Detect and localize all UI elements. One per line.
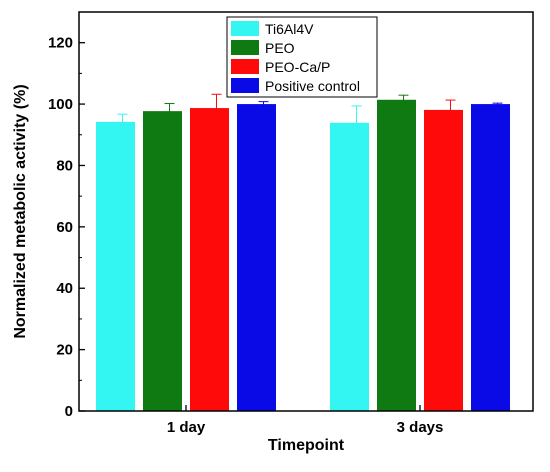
plot-area-frame <box>78 11 534 412</box>
x-axis-ticks: 1 day 3 days <box>167 405 444 436</box>
legend: Ti6Al4V PEO PEO-Ca/P Positive control <box>226 16 378 98</box>
legend-swatch-peo-ca-p <box>231 59 259 74</box>
y-axis-title: Normalized metabolic activity (%) <box>12 84 29 338</box>
bar-peo-ca-p-1-day <box>190 108 229 411</box>
legend-label-positive-control: Positive control <box>265 78 360 94</box>
y-tick-label: 60 <box>56 219 73 236</box>
legend-swatch-positive-control <box>231 78 259 93</box>
y-tick-label: 120 <box>48 35 73 52</box>
y-tick-label: 20 <box>56 342 73 359</box>
y-tick-label: 0 <box>65 403 73 420</box>
x-tick-label-1-day: 1 day <box>167 419 206 436</box>
y-tick-label: 100 <box>48 96 73 113</box>
legend-label-peo: PEO <box>265 40 295 56</box>
bar-peo-3-days <box>377 99 416 411</box>
bar-positive-control-3-days <box>471 104 510 412</box>
error-bars-layer <box>117 93 503 141</box>
x-axis-title: Timepoint <box>268 437 345 454</box>
x-tick-label-3-days: 3 days <box>397 419 444 436</box>
legend-swatch-peo <box>231 40 259 55</box>
y-tick-label: 40 <box>56 280 73 297</box>
bar-peo-ca-p-3-days <box>424 109 463 412</box>
legend-label-ti6al4v: Ti6Al4V <box>265 21 314 37</box>
bar-positive-control-1-day <box>237 104 276 412</box>
y-axis-ticks: 0 20 40 60 80 100 120 <box>48 35 85 420</box>
bars-layer <box>96 99 510 412</box>
y-tick-label: 80 <box>56 157 73 174</box>
legend-swatch-ti6al4v <box>231 21 259 36</box>
bar-peo-1-day <box>143 111 182 411</box>
bar-ti6al4v-1-day <box>96 121 135 411</box>
bar-ti6al4v-3-days <box>330 122 369 412</box>
legend-label-peo-ca-p: PEO-Ca/P <box>265 59 330 75</box>
